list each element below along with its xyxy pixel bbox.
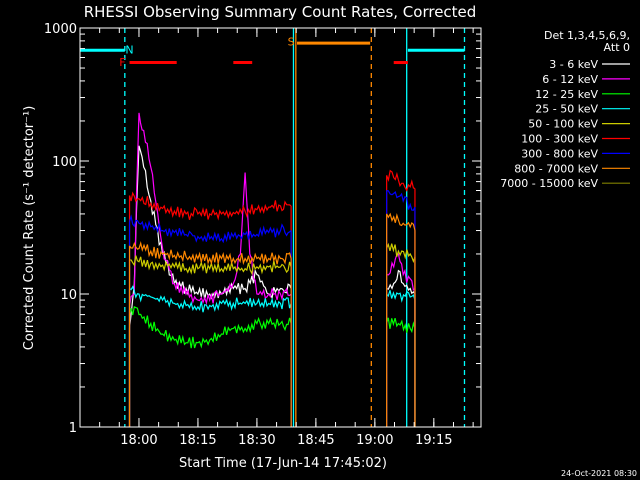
y-tick-label: 10 [60, 288, 77, 303]
legend-entry-label: 12 - 25 keV [535, 88, 598, 101]
x-tick-label: 19:00 [356, 433, 393, 448]
y-tick-label: 1 [69, 421, 77, 436]
series-line [386, 212, 416, 231]
series-line [128, 145, 292, 329]
x-tick-label: 18:45 [297, 433, 334, 448]
x-tick-label: 18:30 [238, 433, 275, 448]
legend-entry-label: 800 - 7000 keV [514, 162, 598, 175]
series-line [386, 317, 416, 334]
flag-label: F [119, 56, 125, 69]
series-line [129, 255, 292, 276]
series-line [128, 214, 292, 244]
series-line [129, 240, 292, 266]
series-line [128, 191, 292, 221]
x-tick-label: 19:15 [415, 433, 452, 448]
series-line [386, 189, 416, 211]
x-axis-label: Start Time (17-Jun-14 17:45:02) [179, 456, 387, 471]
legend-header: Att 0 [604, 41, 630, 54]
series-line [128, 112, 292, 307]
series-line [129, 285, 292, 313]
legend-header: Det 1,3,4,5,6,9, [544, 29, 630, 42]
legend-entry-label: 100 - 300 keV [521, 133, 598, 146]
series-line [386, 169, 416, 192]
legend-entry-label: 300 - 800 keV [521, 147, 598, 160]
flag-label: N [125, 43, 133, 56]
plot-frame [79, 27, 482, 428]
chart-title: RHESSI Observing Summary Count Rates, Co… [84, 3, 477, 21]
series-line [386, 253, 416, 292]
y-axis-label: Corrected Count Rate (s⁻¹ detector⁻¹) [22, 106, 37, 351]
series-line [386, 269, 416, 295]
legend-entry-label: 6 - 12 keV [542, 73, 598, 86]
x-tick-label: 18:15 [179, 433, 216, 448]
legend-entry-label: 7000 - 15000 keV [500, 177, 598, 190]
legend-entry-label: 50 - 100 keV [528, 118, 598, 131]
series-line [386, 290, 416, 303]
x-tick-label: 18:00 [120, 433, 157, 448]
y-tick-label: 1000 [44, 22, 77, 37]
flag-label: S [288, 36, 295, 49]
legend-entry-label: 3 - 6 keV [549, 58, 598, 71]
legend-entry-label: 25 - 50 keV [535, 103, 598, 116]
series-line [386, 242, 416, 264]
footer-date: 24-Oct-2021 08:30 [561, 469, 637, 478]
series-line [128, 306, 292, 349]
y-tick-label: 100 [52, 155, 77, 170]
